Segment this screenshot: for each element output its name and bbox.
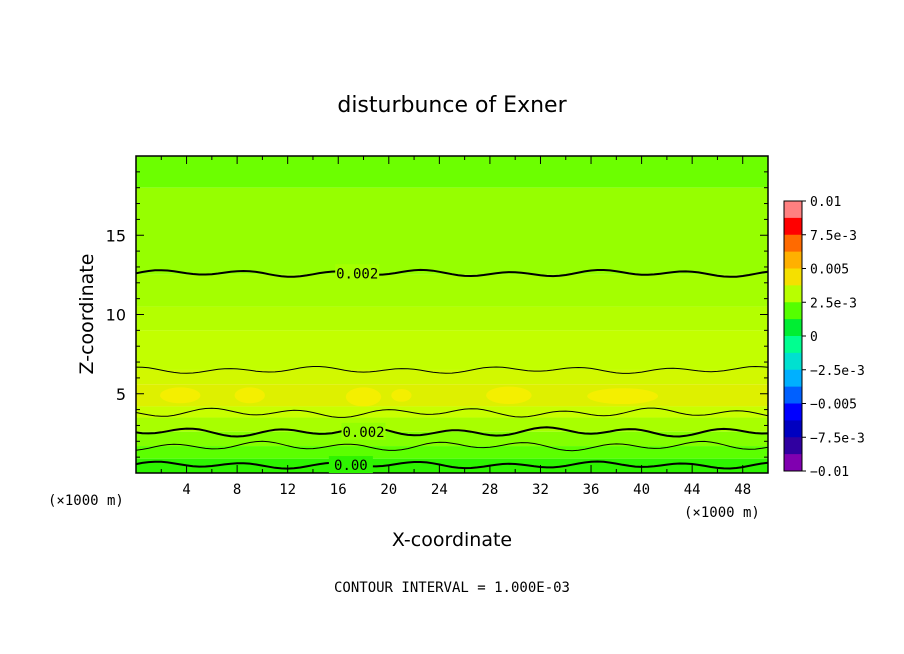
colorbar-label: 0.005 xyxy=(810,263,849,278)
field-band xyxy=(136,369,768,385)
contour-lines xyxy=(135,268,769,470)
y-axis-label: Z-coordinate xyxy=(76,254,98,375)
contour-label: 0.002 xyxy=(342,425,384,441)
contour-label: 0.00 xyxy=(334,458,368,474)
field-band xyxy=(136,274,768,307)
colorbar-cell xyxy=(784,302,802,320)
chart-title: disturbunce of Exner xyxy=(337,93,567,118)
x-tick-label: 48 xyxy=(734,482,751,498)
contour-line xyxy=(135,268,769,278)
colorbar-cell xyxy=(784,217,802,236)
contour-line xyxy=(135,407,769,418)
contour-field xyxy=(136,156,768,473)
x-tick-label: 8 xyxy=(233,482,241,498)
field-maximum-blob xyxy=(587,388,659,405)
colorbar-cell xyxy=(784,234,802,253)
field-band xyxy=(136,384,768,407)
field-band xyxy=(136,417,768,432)
y-tick-label: 5 xyxy=(116,385,126,404)
field-band xyxy=(136,187,768,275)
colorbar-cell xyxy=(784,336,802,354)
contour-labels: 0.002 0.002 0.00 xyxy=(328,264,386,474)
field-maximum-blob xyxy=(160,387,201,404)
colorbar-label: −7.5e-3 xyxy=(810,431,865,446)
colorbar-cell xyxy=(784,386,802,404)
colorbar-cell xyxy=(784,251,802,269)
x-unit-right: (×1000 m) xyxy=(684,505,760,521)
x-tick-label: 12 xyxy=(279,482,296,498)
colorbar-cell xyxy=(784,201,802,219)
contour-label: 0.002 xyxy=(336,266,378,282)
contour-label-bg xyxy=(335,264,380,282)
contour-line xyxy=(135,460,769,470)
field-maximum-blob xyxy=(391,388,412,402)
x-tick-label: 28 xyxy=(481,482,498,498)
colorbar-cell xyxy=(784,285,802,303)
x-tick-label: 20 xyxy=(380,482,397,498)
x-axis-label: X-coordinate xyxy=(392,529,512,551)
colorbar-label: −0.005 xyxy=(810,398,857,413)
contour-line xyxy=(135,440,769,452)
x-tick-label: 32 xyxy=(532,482,549,498)
y-tick-label: 15 xyxy=(106,226,126,245)
x-tick-label: 36 xyxy=(583,482,600,498)
x-tick-label: 40 xyxy=(633,482,650,498)
field-band xyxy=(136,431,768,447)
colorbar-cell xyxy=(784,369,802,388)
field-band xyxy=(136,330,768,370)
field-band xyxy=(136,458,768,473)
contour-line xyxy=(135,365,769,374)
x-tick-label: 4 xyxy=(182,482,190,498)
colorbar-cell xyxy=(784,319,802,337)
colorbar-label: 7.5e-3 xyxy=(810,229,857,244)
colorbar-label: −0.01 xyxy=(810,465,849,480)
x-unit-left: (×1000 m) xyxy=(48,493,124,509)
colorbar-label: 0 xyxy=(810,330,818,345)
y-tick-label: 10 xyxy=(106,306,126,325)
colorbar-label: −2.5e-3 xyxy=(810,364,865,379)
colorbar-cell xyxy=(784,454,802,472)
colorbar-label: 0.01 xyxy=(810,195,841,210)
contour-label-bg xyxy=(328,456,373,474)
contour-line xyxy=(135,426,769,438)
field-maximum-blob xyxy=(345,387,382,407)
x-tick-label: 44 xyxy=(684,482,701,498)
contour-label-bg xyxy=(341,422,386,440)
field-band xyxy=(136,446,768,459)
colorbar-cell xyxy=(784,437,802,455)
colorbar: 0.01 7.5e-3 0.005 2.5e-3 0 −2.5e-3 −0.005 −7.5e… xyxy=(783,195,865,480)
colorbar-cell xyxy=(784,268,802,286)
colorbar-cell xyxy=(784,420,802,438)
field-band xyxy=(136,306,768,331)
colorbar-label: 2.5e-3 xyxy=(810,296,857,311)
colorbar-cell xyxy=(784,403,802,421)
field-band xyxy=(136,406,768,418)
x-tick-label: 24 xyxy=(431,482,448,498)
contour-interval-text: CONTOUR INTERVAL = 1.000E-03 xyxy=(334,580,570,596)
x-tick-label: 16 xyxy=(330,482,347,498)
field-maximum-blob xyxy=(234,387,265,404)
field-maximum-blob xyxy=(486,386,532,405)
colorbar-cell xyxy=(784,352,802,371)
field-band xyxy=(136,156,768,188)
